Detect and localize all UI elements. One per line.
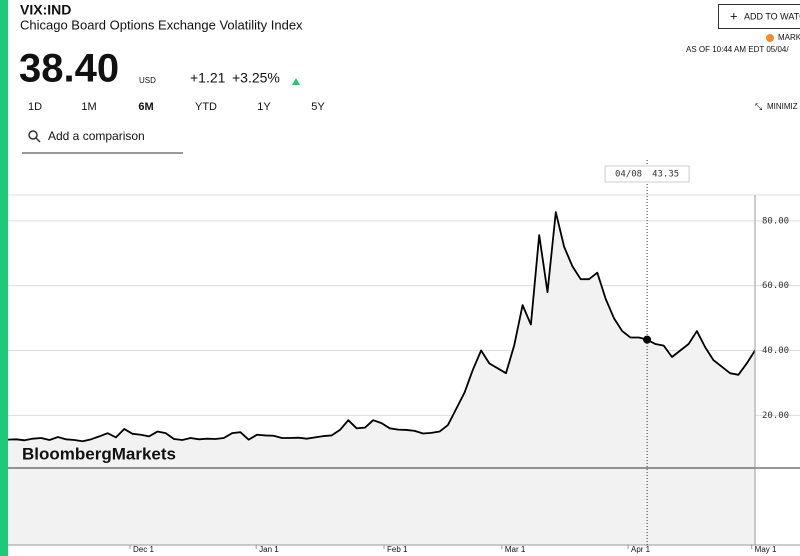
button-border [718,4,800,29]
x-tick-label: Feb 1 [387,545,408,554]
tab[interactable]: 1M [81,101,96,113]
plus-icon: + [730,8,738,23]
area [8,212,755,546]
market-status: MARK [778,33,800,42]
up-arrow [292,78,300,85]
change: +1.21 [190,70,226,86]
as-of: AS OF 10:44 AM EDT 05/04/ [686,45,789,54]
minimize-icon: ⤡ [755,101,762,111]
hover-point [643,335,652,344]
search-icon [35,137,41,143]
search-box[interactable]: Add a comparison [22,129,183,154]
tab[interactable]: 5Y [311,101,325,113]
tab[interactable]: 6M [138,101,153,113]
price-line [7,211,756,443]
accent-bar [0,0,8,556]
security-name: Chicago Board Options Exchange Volatilit… [20,17,303,32]
price: 38.40 [19,47,119,91]
change-pct: +3.25% [232,70,280,86]
y-tick-label: 60.00 [762,281,789,291]
search-icon [28,130,38,140]
minimize[interactable]: MINIMIZ [767,102,798,111]
y-tick-label: 20.00 [762,411,789,421]
watermark: BloombergMarkets [22,444,176,463]
currency: USD [139,76,156,85]
status-dot [766,34,774,42]
watch-button[interactable]: + ADD TO WATC [718,4,800,29]
chart: BloombergMarkets 20.00 40.00 60.00 80.00 Dec … [7,160,800,554]
tabs: 1D 1M 6M YTD 1Y 5Y [28,101,325,113]
y-tick-label: 40.00 [762,346,789,356]
tab[interactable]: YTD [195,101,217,113]
search-placeholder[interactable]: Add a comparison [48,129,145,143]
x-tick-label: Jan 1 [259,545,279,554]
button-label[interactable]: ADD TO WATC [744,11,800,21]
x-tick-label: May 1 [755,545,777,554]
symbol: VIX:IND [20,2,71,18]
x-tick-label: Dec 1 [133,545,154,554]
tab[interactable]: 1Y [257,101,271,113]
x-tick-label: Mar 1 [505,545,526,554]
y-tick-label: 80.00 [762,216,789,226]
tab[interactable]: 1D [28,101,42,113]
crosshair-value: 43.35 [652,170,679,180]
crosshair-box [604,165,690,183]
crosshair-date: 04/08 [615,170,642,180]
x-tick-label: Apr 1 [631,545,651,554]
